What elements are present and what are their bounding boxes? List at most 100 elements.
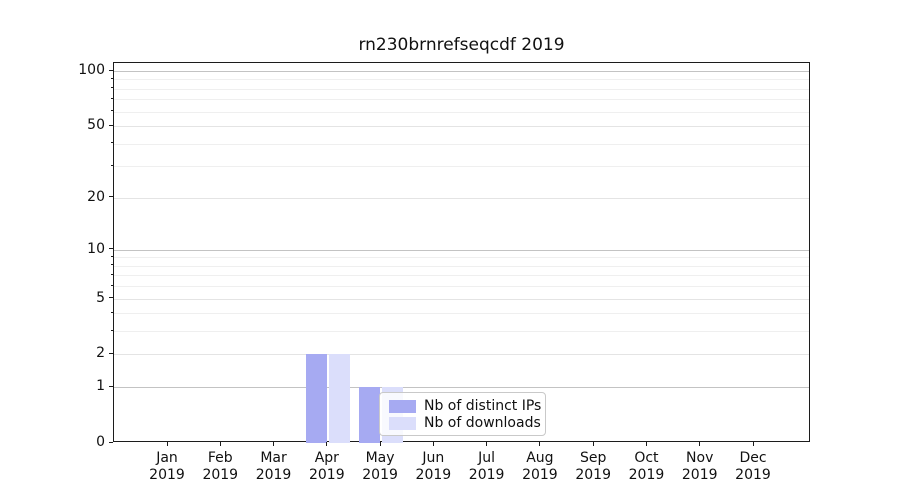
x-axis-tick-label: Jun 2019 [393,450,473,484]
month-label: Nov [686,450,714,466]
minor-gridline [114,166,809,168]
year-label: 2019 [308,467,345,483]
x-tick-mark [752,442,754,446]
minor-gridline [114,331,809,333]
minor-gridline [114,79,809,81]
x-axis-tick-label: Mar 2019 [234,450,314,484]
year-label: 2019 [362,467,398,483]
legend-entry: Nb of distinct IPs [389,398,541,414]
minor-gridline [114,143,809,145]
year-label: 2019 [415,467,452,483]
y-minor-tick-mark [111,164,113,166]
y-axis-tick-label: 100 [78,62,105,78]
bar-distinct-ips-apr [305,354,327,443]
y-minor-tick-mark [111,87,113,89]
y-tick-mark [109,196,113,198]
y-tick-mark [109,248,113,250]
year-label: 2019 [628,467,665,483]
year-label: 2019 [255,467,292,483]
legend: Nb of distinct IPs Nb of downloads [379,392,546,436]
x-axis-tick-label: Jan 2019 [127,450,207,484]
x-axis-tick-label: Aug 2019 [500,450,580,484]
y-axis-tick-label: 0 [96,434,105,450]
minor-gridline [114,111,809,113]
gridline [114,126,809,128]
legend-swatch [389,399,416,413]
y-tick-mark [109,124,113,126]
x-tick-mark [592,442,594,446]
x-tick-mark [273,442,275,446]
y-axis-tick-label: 20 [87,188,105,205]
month-label: Apr [314,450,339,466]
year-label: 2019 [575,467,611,483]
y-minor-tick-mark [111,255,113,257]
x-tick-mark [219,442,221,446]
y-axis-tick-label: 2 [96,345,105,362]
legend-swatch [389,416,416,430]
gridline [114,71,809,72]
x-tick-mark [379,442,381,446]
year-label: 2019 [202,467,239,483]
x-axis-tick-label: Nov 2019 [660,450,740,484]
gridline [114,249,809,251]
x-tick-mark [539,442,541,446]
minor-gridline [114,99,809,101]
y-minor-tick-mark [111,311,113,313]
bar-downloads-apr [328,354,350,443]
minor-gridline [114,257,809,259]
minor-gridline [114,275,809,277]
x-tick-mark [645,442,647,446]
y-minor-tick-mark [111,142,113,144]
y-axis-tick-label: 5 [96,289,105,306]
month-label: Feb [207,450,233,466]
gridline [114,197,809,199]
x-tick-mark [326,442,328,446]
minor-gridline [114,265,809,267]
y-minor-tick-mark [111,110,113,112]
legend-label: Nb of downloads [424,415,541,431]
legend-label: Nb of distinct IPs [424,398,542,414]
gridline [114,354,809,356]
x-axis-tick-label: Dec 2019 [713,450,793,484]
x-axis-tick-label: Feb 2019 [180,450,260,484]
month-label: Oct [634,450,659,466]
y-axis-tick-label: 1 [96,378,105,395]
year-label: 2019 [522,467,558,483]
x-axis-tick-label: Apr 2019 [287,450,367,484]
month-label: May [365,450,395,466]
month-label: Sep [579,450,607,466]
y-minor-tick-mark [111,97,113,99]
y-minor-tick-mark [111,273,113,275]
x-tick-mark [486,442,488,446]
y-minor-tick-mark [111,264,113,266]
x-axis-tick-label: May 2019 [340,450,420,484]
month-label: Jul [478,450,496,466]
x-tick-mark [699,442,701,446]
x-tick-mark [432,442,434,446]
y-minor-tick-mark [111,77,113,79]
year-label: 2019 [468,467,505,483]
plot-area [113,62,810,443]
legend-entry: Nb of downloads [389,415,541,431]
minor-gridline [114,286,809,288]
month-label: Aug [526,450,554,466]
y-minor-tick-mark [111,329,113,331]
year-label: 2019 [735,467,771,483]
y-axis-tick-label: 10 [87,240,105,257]
x-tick-mark [166,442,168,446]
y-tick-mark [109,69,113,71]
y-axis-tick-label: 50 [87,117,105,134]
month-label: Mar [260,450,287,466]
gridline [114,298,809,300]
year-label: 2019 [149,467,185,483]
gridline [114,387,809,389]
x-axis-tick-label: Jul 2019 [447,450,527,484]
month-label: Jun [422,450,445,466]
y-minor-tick-mark [111,284,113,286]
year-label: 2019 [681,467,718,483]
y-tick-mark [109,385,113,387]
bar-distinct-ips-may [359,387,381,443]
y-tick-mark [109,441,113,443]
month-label: Dec [739,450,767,466]
